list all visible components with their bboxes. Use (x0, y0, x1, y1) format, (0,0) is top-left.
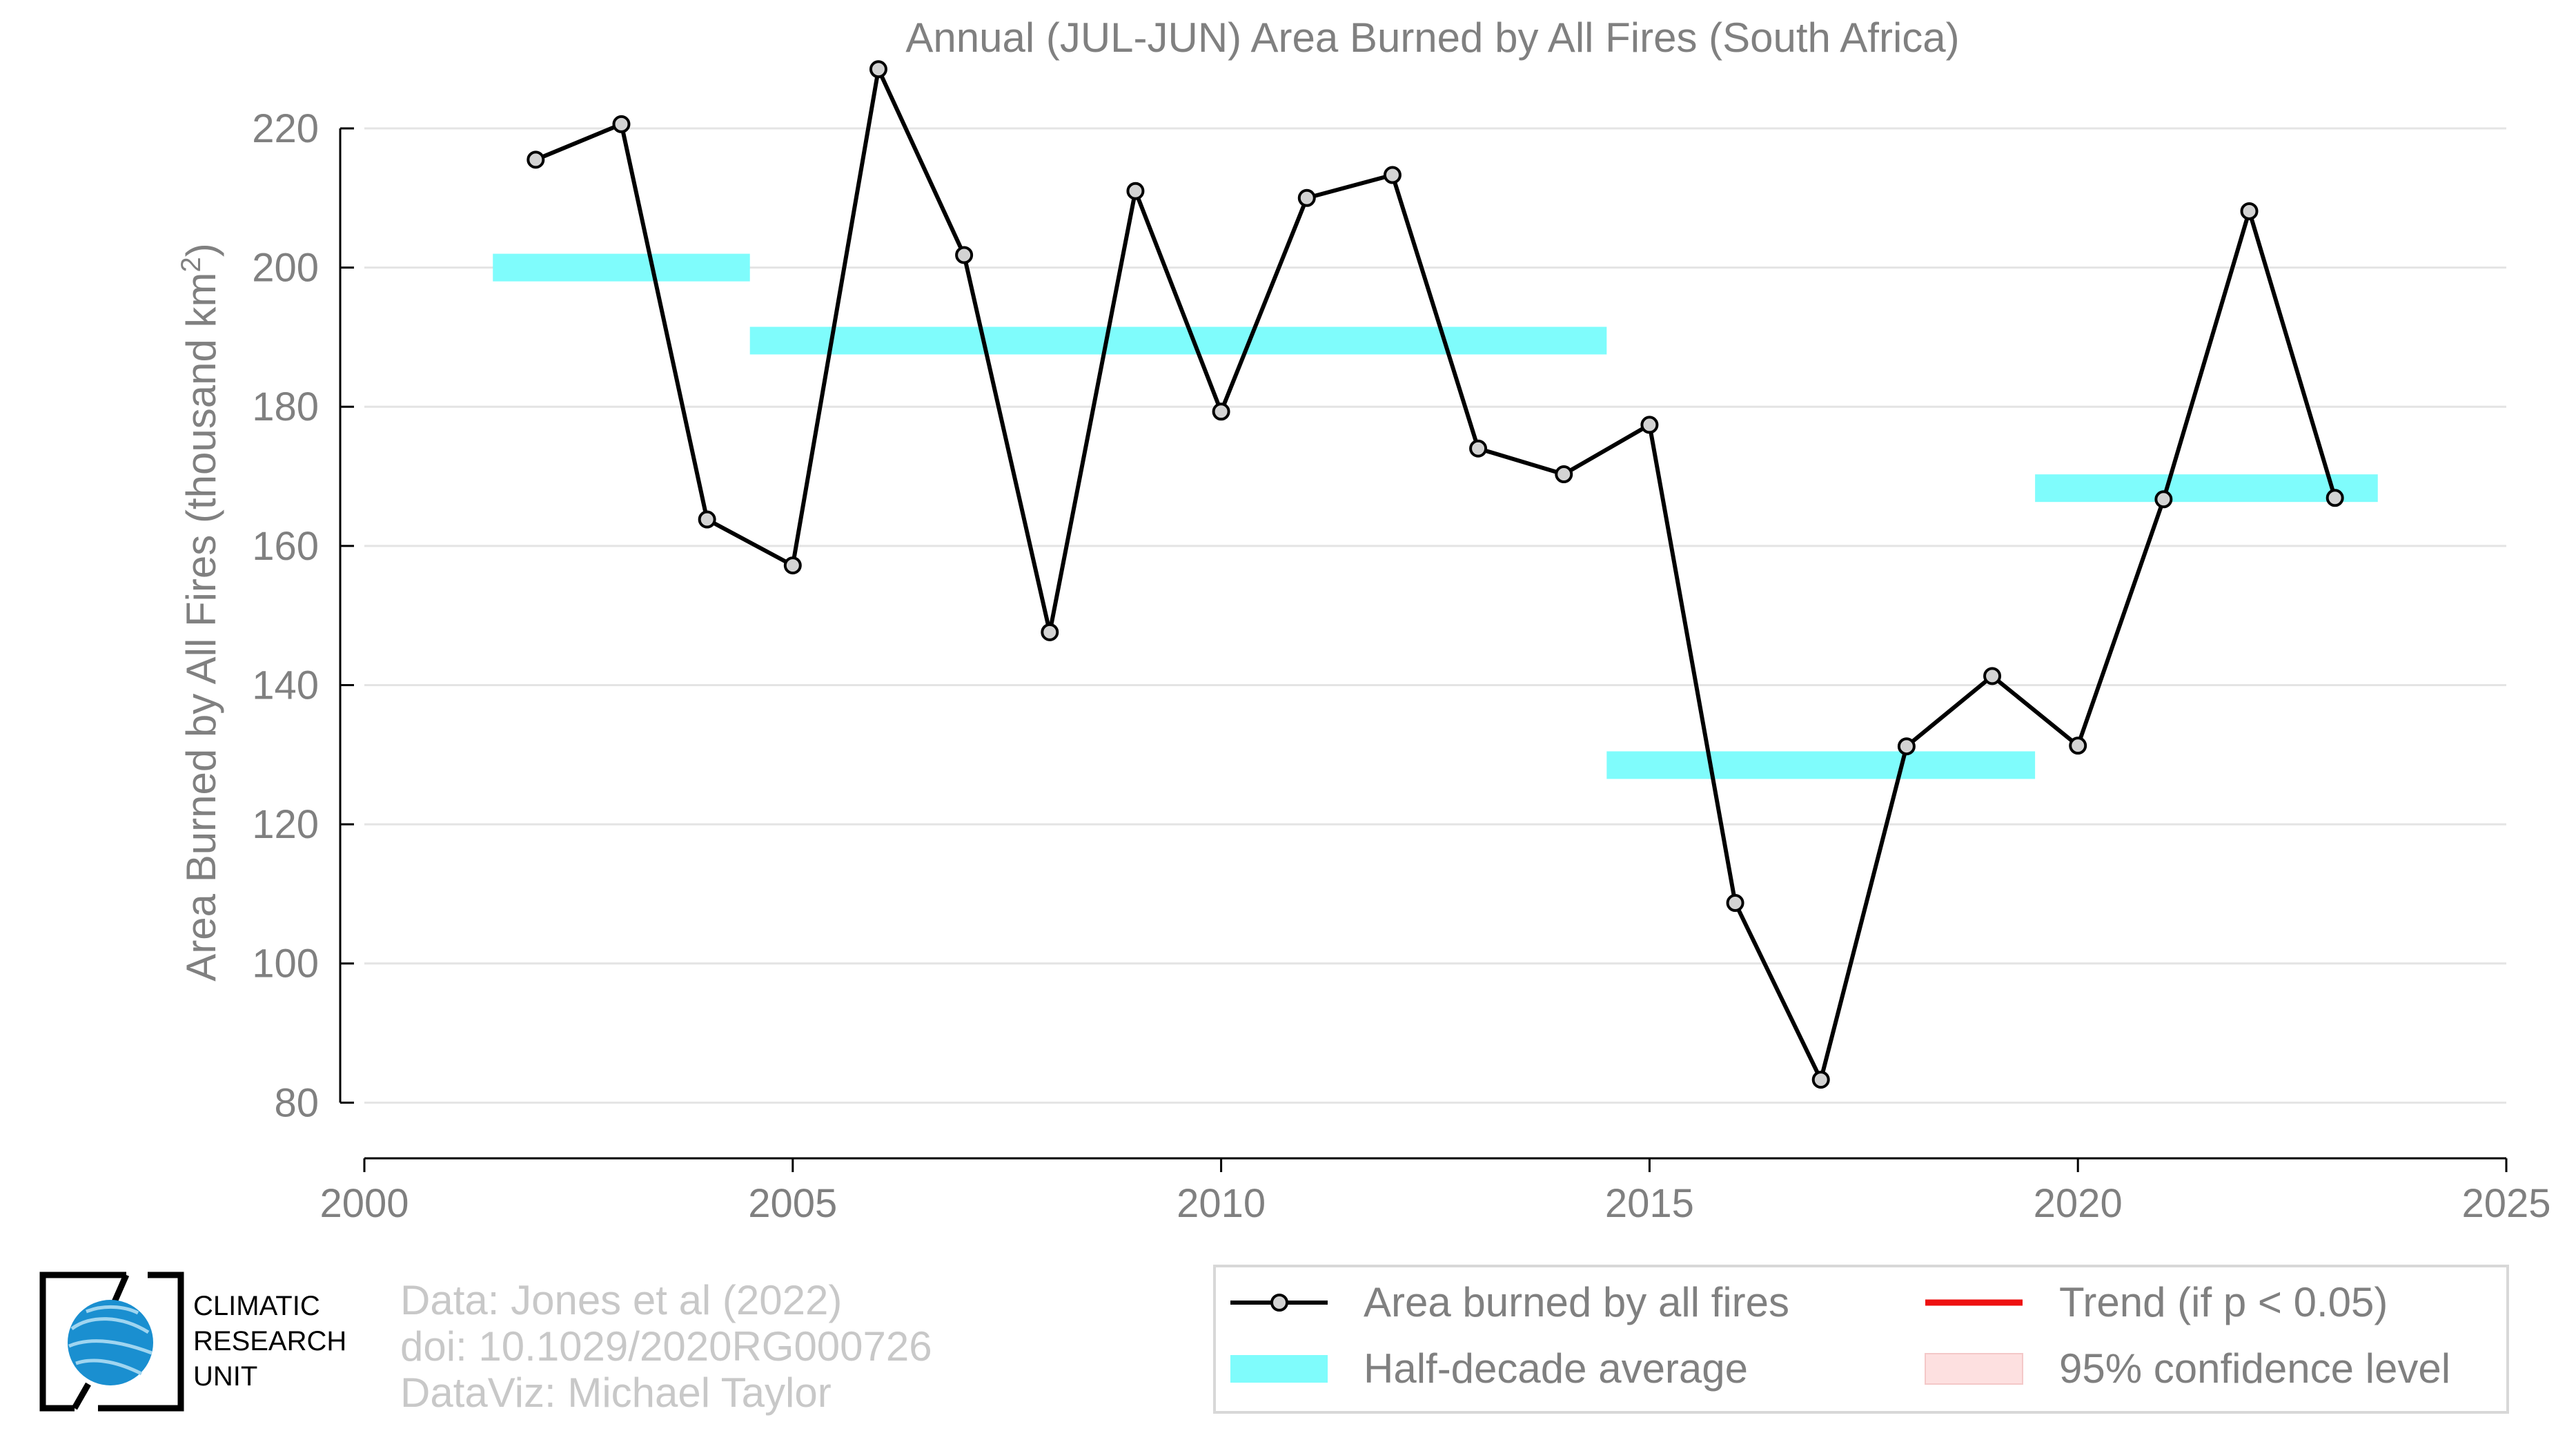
y-tick-label-140: 140 (252, 663, 319, 708)
y-tick-label-120: 120 (252, 802, 319, 847)
x-tick-label-2020: 2020 (2034, 1181, 2123, 1226)
logo-globe-swirl-2 (68, 1339, 153, 1355)
x-tick-label-2005: 2005 (748, 1181, 837, 1226)
logo-frame-left (39, 1272, 126, 1412)
logo-globe-swirl-4 (86, 1305, 139, 1315)
y-axis-ticks: 80 100 120 140 160 180 200 220 (252, 106, 354, 1125)
chart-title: Annual (JUL-JUN) Area Burned by All Fire… (905, 14, 1959, 61)
data-point-2011 (1297, 188, 1316, 207)
data-point-2008 (1041, 623, 1059, 641)
data-point-2023 (2326, 489, 2344, 507)
half-decade-average-bands (493, 253, 2378, 779)
data-point-2019 (1983, 667, 2002, 685)
legend-label-half-decade: Half-decade average (1364, 1345, 1748, 1392)
data-point-2020 (2069, 737, 2087, 755)
legend-box (1213, 1265, 2509, 1414)
cru-logo: CLIMATIC RESEARCH UNIT (39, 1272, 346, 1412)
data-point-2014 (1555, 465, 1573, 484)
logo-frame-right (98, 1272, 184, 1412)
data-point-2004 (698, 510, 716, 529)
data-points (527, 60, 2344, 1089)
x-tick-label-2010: 2010 (1177, 1181, 1266, 1226)
y-tick-label-200: 200 (252, 246, 319, 291)
y-tick-label-220: 220 (252, 106, 319, 151)
x-tick-label-2015: 2015 (1605, 1181, 1694, 1226)
y-tick-label-160: 160 (252, 524, 319, 569)
y-axis-title: Area Burned by All Fires (thousand km2) (176, 243, 224, 981)
data-point-2010 (1212, 402, 1230, 421)
logo-globe-swirl-1 (70, 1317, 150, 1334)
legend-label-confidence: 95% confidence level (2059, 1345, 2450, 1392)
series-line-layer (535, 67, 2337, 1082)
data-point-2018 (1897, 737, 1916, 756)
logo-text-unit: UNIT (193, 1361, 257, 1392)
legend: Area burned by all fires Trend (if p < 0… (1213, 1265, 2509, 1414)
logo-frame-slash-bottom (72, 1382, 91, 1410)
data-point-2005 (783, 556, 802, 575)
half-decade-average-bar-1 (493, 253, 750, 282)
data-point-2021 (2154, 490, 2173, 509)
credit-dataviz: DataViz: Michael Taylor (400, 1370, 832, 1416)
data-point-2003 (612, 115, 631, 133)
half-decade-average-bar-2 (749, 327, 1607, 355)
data-point-2022 (2240, 202, 2259, 220)
half-decade-average-bar-3 (1606, 751, 2036, 779)
x-tick-label-2025: 2025 (2461, 1181, 2550, 1226)
credit-doi: doi: 10.1029/2020RG000726 (400, 1323, 932, 1370)
legend-label-trend: Trend (if p < 0.05) (2059, 1279, 2388, 1325)
data-point-2013 (1469, 439, 1488, 458)
logo-globe-swirl-3 (75, 1359, 143, 1376)
x-axis-ticks: 2000 2005 2010 2015 2020 2025 (319, 1158, 2551, 1226)
data-point-2002 (527, 150, 545, 169)
logo-text-research: RESEARCH (193, 1326, 346, 1356)
credit-data: Data: Jones et al (2022) (400, 1277, 842, 1323)
x-tick-label-2000: 2000 (319, 1181, 409, 1226)
legend-swatch-area-marker (1270, 1294, 1288, 1312)
logo-frame-slash-top (110, 1274, 130, 1305)
data-point-2009 (1126, 182, 1145, 200)
y-tick-label-80: 80 (274, 1080, 319, 1125)
data-point-2007 (955, 246, 974, 264)
y-axis-title-superscript: 2 (176, 257, 206, 272)
y-axis-title-end: ) (178, 243, 224, 257)
data-point-2017 (1811, 1071, 1830, 1089)
series-line-1 (535, 67, 2337, 1082)
y-tick-label-100: 100 (252, 942, 319, 986)
data-point-2006 (869, 60, 887, 79)
legend-label-area: Area burned by all fires (1364, 1279, 1789, 1325)
half-decade-average-bar-4 (2035, 474, 2378, 503)
y-tick-label-180: 180 (252, 384, 319, 429)
legend-swatch-confidence (1925, 1353, 2023, 1385)
data-point-2015 (1640, 416, 1659, 434)
logo-text-climatic: CLIMATIC (193, 1291, 320, 1321)
data-point-2016 (1726, 894, 1744, 913)
legend-swatch-half-decade (1230, 1355, 1328, 1383)
data-point-2012 (1383, 166, 1402, 184)
